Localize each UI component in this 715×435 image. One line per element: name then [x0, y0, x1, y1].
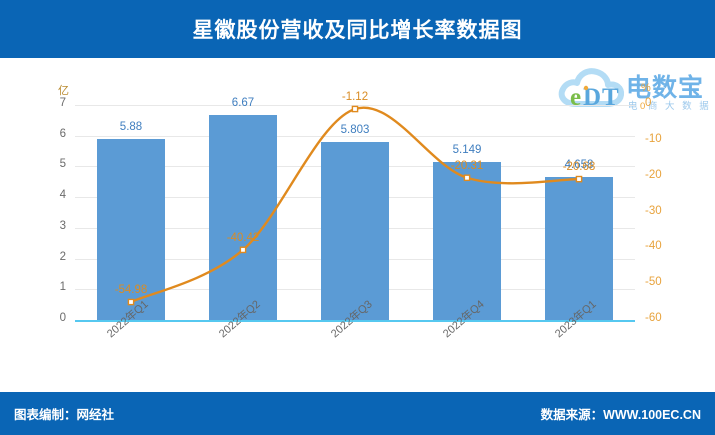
y-axis-right-tick: -10 [645, 132, 662, 145]
footer-bar [0, 392, 715, 435]
logo-name: 电数宝 [626, 74, 705, 102]
line-point [575, 175, 583, 183]
bar-value-label: 5.803 [340, 123, 370, 136]
logo-subtitle: 电0商 大 数 据 库 [628, 98, 715, 112]
line-point [463, 174, 471, 182]
y-axis-left-tick: 7 [59, 97, 66, 109]
y-axis-right-unit: % [641, 82, 651, 94]
bar [209, 115, 277, 320]
line-series [127, 105, 583, 306]
gridline [75, 105, 635, 106]
y-axis-left-tick: 2 [59, 250, 66, 263]
y-axis-right-tick: -20 [645, 168, 662, 181]
line-point [351, 105, 359, 113]
line-point [127, 298, 135, 306]
header-bar [0, 0, 715, 58]
y-axis-left-tick: 5 [59, 158, 66, 171]
bar-value-label: 5.88 [119, 121, 143, 134]
y-axis-left-tick: 1 [59, 281, 66, 294]
y-axis-right-tick: -50 [645, 276, 662, 289]
line-points [127, 105, 583, 306]
plot-area [75, 105, 635, 322]
bar [545, 176, 613, 320]
edt-logo: e D T 电数宝 电0商 大 数 据 库 [556, 64, 715, 120]
y-axis-left-unit: 亿 [58, 85, 69, 97]
x-axis-line [75, 320, 635, 322]
svg-text:T: T [602, 84, 619, 111]
y-axis-right-tick: -40 [645, 240, 662, 253]
logo-subtitle-highlight: 0 [640, 101, 648, 112]
footer-source: 数据来源：WWW.100EC.CN [540, 408, 701, 422]
y-axis-left-tick: 0 [59, 312, 66, 324]
line-point [239, 246, 247, 254]
logo-subtitle-post: 商 大 数 据 库 [647, 101, 715, 112]
y-axis-left-tick: 4 [59, 189, 66, 202]
footer-credit: 图表编制：网经社 [14, 408, 115, 422]
svg-text:e: e [570, 84, 581, 111]
line-path [129, 106, 581, 304]
logo-subtitle-pre: 电 [628, 101, 641, 112]
bar-value-label: 4.658 [564, 158, 594, 171]
bar [433, 161, 501, 320]
line-value-label: -54.98 [114, 284, 148, 296]
y-axis-left-tick: 3 [59, 219, 66, 232]
line-value-label: -40.42 [226, 231, 260, 244]
page-title: 星徽股份营收及同比增长率数据图 [192, 19, 523, 42]
gridline [75, 135, 635, 137]
bar [321, 141, 389, 320]
cloud-icon: e D T [558, 68, 625, 111]
line-value-label: -20.68 [562, 161, 596, 174]
y-axis-left-tick: 6 [59, 127, 66, 140]
bar-value-label: 6.67 [231, 97, 255, 110]
y-axis-right-tick: -60 [645, 312, 662, 324]
line-value-label: -1.12 [341, 91, 369, 103]
svg-text:D: D [583, 84, 601, 111]
y-axis-right-tick: -30 [645, 204, 662, 217]
y-axis-right-tick: 0 [645, 97, 652, 109]
line-value-label: -20.31 [450, 159, 484, 172]
bar-value-label: 5.149 [452, 143, 482, 156]
bar [97, 139, 165, 320]
